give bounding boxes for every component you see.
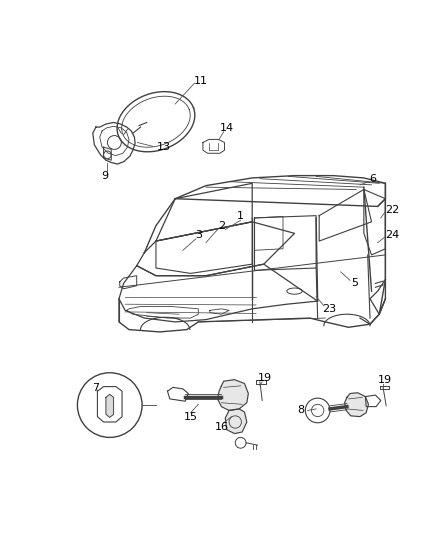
Text: 6: 6 [370,174,377,184]
Polygon shape [218,379,248,410]
Text: 9: 9 [102,171,109,181]
Text: 14: 14 [220,123,234,133]
Polygon shape [106,394,113,417]
Text: 23: 23 [322,304,336,314]
Text: 8: 8 [297,406,304,415]
Text: 15: 15 [184,411,198,422]
Text: 13: 13 [157,142,171,152]
Text: 22: 22 [385,205,399,215]
Text: 11: 11 [194,76,208,86]
Text: 3: 3 [195,230,202,240]
Text: 2: 2 [218,221,225,231]
Polygon shape [345,393,368,417]
Text: 5: 5 [351,278,358,288]
Text: 7: 7 [92,383,99,393]
Polygon shape [225,409,247,433]
Text: 19: 19 [378,375,392,385]
Text: 24: 24 [385,230,399,240]
Text: 19: 19 [258,373,272,383]
Text: 16: 16 [214,422,228,432]
Text: 1: 1 [237,212,244,221]
